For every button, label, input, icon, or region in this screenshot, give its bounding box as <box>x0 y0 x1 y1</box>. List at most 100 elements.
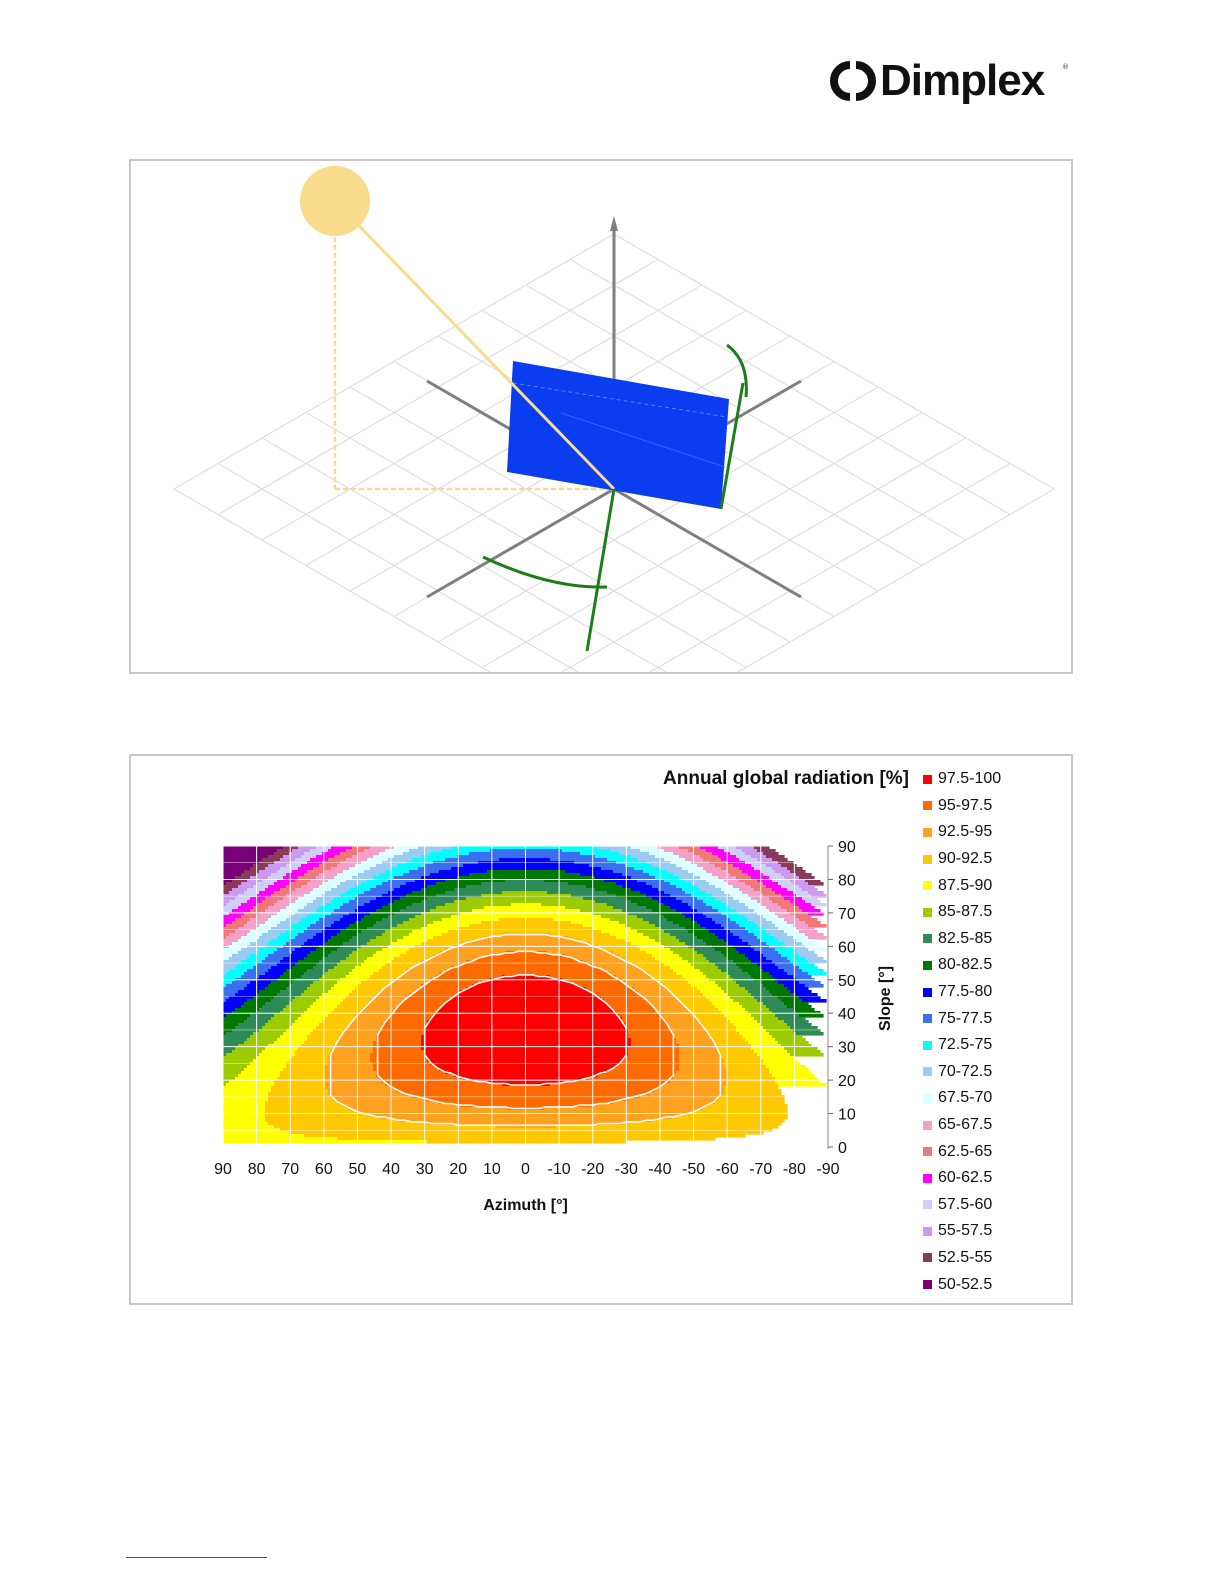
contour-cell <box>223 1002 245 1006</box>
contour-cell <box>661 1014 695 1018</box>
contour-cell <box>649 1092 725 1096</box>
contour-cell <box>295 858 311 862</box>
contour-cell <box>682 1002 713 1006</box>
contour-cell <box>253 864 269 868</box>
contour-cell <box>748 1041 779 1045</box>
contour-cell <box>430 873 470 877</box>
contour-cell <box>637 990 671 994</box>
contour-cell <box>268 1098 335 1102</box>
solar-panel <box>507 361 729 509</box>
contour-cell <box>703 912 722 916</box>
contour-cell <box>727 1017 755 1021</box>
contour-cell <box>751 1044 782 1048</box>
contour-cell <box>766 957 788 961</box>
contour-cell <box>631 846 659 850</box>
contour-cell <box>445 879 506 883</box>
contour-cell <box>649 852 674 856</box>
contour-cell <box>412 903 446 907</box>
contour-cell <box>313 936 332 940</box>
contour-cell <box>334 1098 425 1102</box>
contour-cell <box>268 1044 302 1048</box>
contour-cell <box>319 864 338 868</box>
contour-cell <box>265 888 281 892</box>
contour-cell <box>784 1047 818 1051</box>
contour-cell <box>223 1008 236 1012</box>
contour-cell <box>310 912 332 916</box>
contour-cell <box>223 924 227 928</box>
legend-item: 75-77.5 <box>923 1005 1001 1032</box>
contour-cell <box>307 954 329 958</box>
contour-cell <box>715 963 737 967</box>
contour-cell <box>379 969 407 973</box>
contour-cell <box>316 948 338 952</box>
contour-cell <box>403 936 434 940</box>
contour-cell <box>268 1020 296 1024</box>
contour-cell <box>322 894 341 898</box>
contour-cell <box>223 891 230 895</box>
contour-cell <box>676 996 707 1000</box>
contour-cell <box>583 924 626 928</box>
contour-cell <box>685 879 707 883</box>
contour-cell <box>775 912 791 916</box>
contour-cell <box>679 1056 722 1060</box>
contour-cell <box>421 960 467 964</box>
contour-cell <box>793 963 815 967</box>
contour-cell <box>682 888 701 892</box>
contour-cell <box>337 1038 377 1042</box>
contour-cell <box>679 1047 719 1051</box>
contour-cell <box>244 912 260 916</box>
contour-cell <box>364 915 389 919</box>
ground-grid-line <box>737 488 1055 672</box>
contour-cell <box>343 915 365 919</box>
contour-cell <box>223 1017 248 1021</box>
contour-cell <box>580 939 626 943</box>
contour-cell <box>652 885 677 889</box>
contour-cell <box>382 894 407 898</box>
contour-cell <box>688 960 710 964</box>
contour-cell <box>793 975 812 979</box>
contour-cell <box>265 867 281 871</box>
contour-cell <box>421 927 458 931</box>
contour-cell <box>766 855 785 859</box>
contour-cell <box>295 1020 323 1024</box>
ground-grid-line <box>649 463 1011 672</box>
contour-cell <box>739 900 758 904</box>
contour-cell <box>748 918 767 922</box>
contour-cell <box>328 939 350 943</box>
contour-cell <box>223 1062 251 1066</box>
contour-cell <box>367 1002 401 1006</box>
contour-cell <box>337 885 356 889</box>
contour-cell <box>640 849 665 853</box>
contour-cell <box>688 981 716 985</box>
contour-cell <box>436 1065 617 1069</box>
contour-cell <box>463 942 590 946</box>
contour-cell <box>355 864 377 868</box>
contour-cell <box>661 981 689 985</box>
contour-cell <box>259 912 278 916</box>
contour-cell <box>682 867 704 871</box>
contour-cell <box>658 888 683 892</box>
contour-cell <box>793 903 812 907</box>
contour-cell <box>400 897 428 901</box>
contour-cell <box>457 993 596 997</box>
contour-cell <box>763 915 779 919</box>
contour-cell <box>736 921 755 925</box>
contour-cell <box>265 1116 380 1120</box>
contour-line <box>329 933 722 1127</box>
contour-cell <box>733 885 752 889</box>
contour-cell <box>763 969 785 973</box>
x-tick-label: -60 <box>716 1161 739 1178</box>
contour-cell <box>715 981 737 985</box>
contour-cell <box>697 864 716 868</box>
legend-label: 80-82.5 <box>938 956 993 974</box>
contour-cell <box>310 879 329 883</box>
contour-cell <box>730 873 749 877</box>
contour-cell <box>403 873 431 877</box>
legend-item: 55-57.5 <box>923 1218 1001 1245</box>
contour-cell <box>679 1068 728 1072</box>
contour-cell <box>244 1068 284 1072</box>
contour-cell <box>787 933 806 937</box>
contour-cell <box>790 870 806 874</box>
contour-cell <box>664 930 689 934</box>
contour-cell <box>727 915 746 919</box>
